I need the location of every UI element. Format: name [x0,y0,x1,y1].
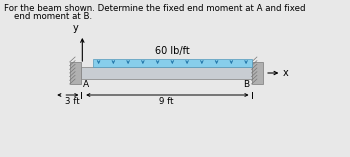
Text: B: B [244,80,250,89]
Text: 3 ft: 3 ft [65,97,80,106]
Text: y: y [73,23,79,33]
Text: end moment at B.: end moment at B. [14,12,93,21]
Bar [93,59,252,67]
Bar [252,62,263,84]
Text: For the beam shown. Determine the fixed end moment at A and fixed: For the beam shown. Determine the fixed … [4,4,305,13]
Bar [70,62,82,84]
Text: 60 lb/ft: 60 lb/ft [155,46,190,56]
Bar [82,67,252,79]
Text: 9 ft: 9 ft [159,97,174,106]
Text: x: x [283,68,289,78]
Text: A: A [83,80,89,89]
